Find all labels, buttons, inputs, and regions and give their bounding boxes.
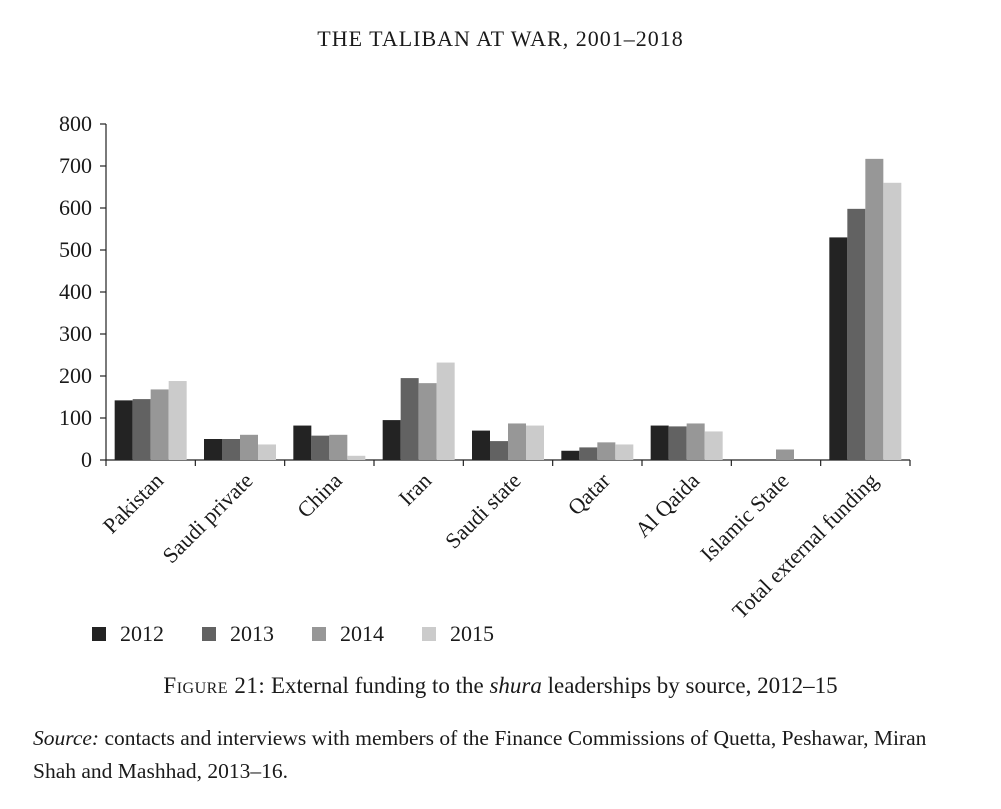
y-tick-label: 700	[59, 153, 92, 178]
bar-2014	[865, 158, 884, 461]
bar-2012	[650, 425, 669, 460]
legend-swatch	[92, 627, 106, 641]
legend-label: 2012	[120, 621, 164, 646]
source-label: Source:	[33, 726, 100, 750]
x-tick-label: Islamic State	[695, 468, 793, 566]
bar-2015	[615, 444, 634, 460]
bar-2015	[347, 455, 366, 460]
bar-2012	[561, 450, 580, 460]
caption-text-after: leaderships by source, 2012–15	[547, 673, 838, 698]
bar-2013	[222, 439, 240, 460]
bar-2012	[293, 425, 312, 460]
bar-2014	[597, 442, 616, 460]
x-tick-label: China	[292, 468, 347, 523]
bar-2014	[150, 389, 169, 460]
bar-2012	[472, 430, 490, 460]
legend-label: 2014	[340, 621, 384, 646]
bar-2013	[132, 399, 151, 460]
bar-2014	[776, 449, 794, 460]
legend-swatch	[422, 627, 436, 641]
legend-item: 2012	[92, 621, 164, 647]
bar-2013	[311, 435, 330, 460]
x-tick-label: Total external funding	[727, 468, 883, 624]
x-tick-label: Saudi state	[440, 468, 526, 554]
legend-swatch	[312, 627, 326, 641]
legend-item: 2015	[422, 621, 494, 647]
bar-2012	[204, 439, 222, 460]
y-tick-label: 800	[59, 111, 92, 136]
bar-2014	[418, 383, 437, 460]
legend-label: 2013	[230, 621, 274, 646]
legend-swatch	[202, 627, 216, 641]
figure-label: Figure 21:	[163, 673, 266, 698]
bar-2015	[436, 362, 455, 460]
bar-2015	[704, 431, 723, 460]
x-tick-label: Saudi private	[157, 468, 257, 568]
y-tick-label: 400	[59, 279, 92, 304]
bar-2015	[258, 444, 276, 460]
y-tick-label: 0	[81, 447, 92, 472]
page-header: THE TALIBAN AT WAR, 2001–2018	[317, 26, 684, 51]
bar-2013	[490, 441, 508, 460]
y-tick-label: 600	[59, 195, 92, 220]
bar-2013	[668, 426, 687, 460]
bar-2012	[382, 420, 401, 460]
x-tick-label: Qatar	[563, 467, 616, 520]
bar-2014	[686, 423, 705, 460]
figure-caption: Figure 21: External funding to the shura…	[0, 673, 1001, 699]
bar-2012	[829, 237, 848, 460]
x-tick-label: Al Qaida	[630, 468, 704, 542]
chart-legend: 2012 2013 2014 2015	[92, 621, 532, 647]
bar-2014	[329, 434, 348, 460]
bar-2013	[400, 378, 419, 460]
bar-2013	[579, 447, 598, 460]
bar-2013	[847, 208, 866, 460]
bar-2015	[168, 381, 187, 460]
caption-italic-term: shura	[489, 673, 542, 698]
y-tick-label: 100	[59, 405, 92, 430]
y-tick-label: 500	[59, 237, 92, 262]
y-tick-label: 200	[59, 363, 92, 388]
bar-2012	[114, 400, 133, 460]
x-tick-label: Pakistan	[98, 468, 168, 538]
bar-2014	[240, 434, 258, 460]
y-tick-label: 300	[59, 321, 92, 346]
source-note: Source: contacts and interviews with mem…	[33, 722, 973, 788]
x-tick-label: Iran	[393, 468, 436, 511]
legend-item: 2013	[202, 621, 274, 647]
bar-2014	[508, 423, 526, 460]
bar-2015	[526, 425, 544, 460]
bar-2015	[883, 182, 902, 461]
source-text: contacts and interviews with members of …	[33, 726, 927, 783]
caption-text-before: External funding to the	[270, 673, 484, 698]
legend-item: 2014	[312, 621, 384, 647]
legend-label: 2015	[450, 621, 494, 646]
